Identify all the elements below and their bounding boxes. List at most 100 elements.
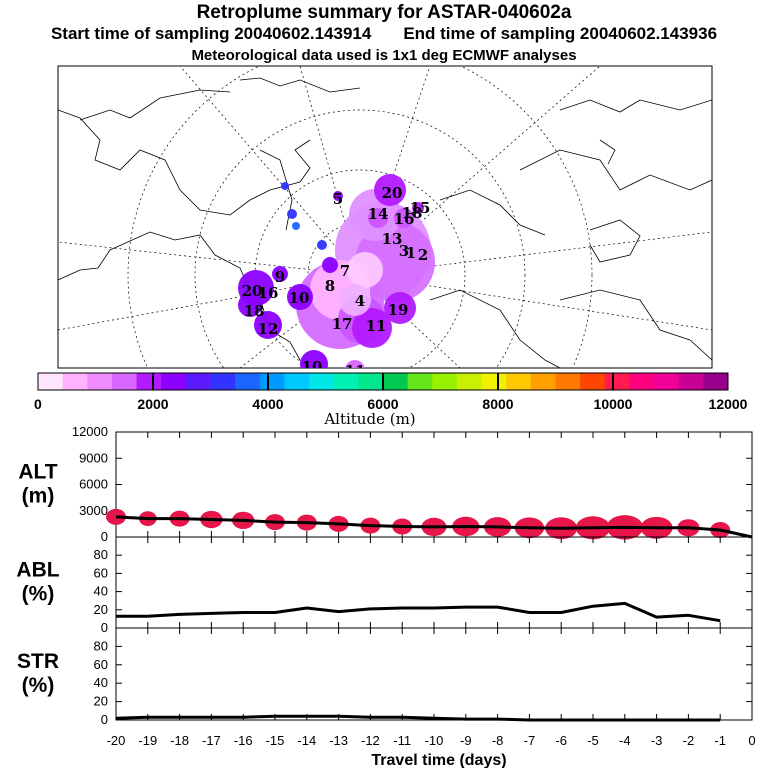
- colorbar-tick-label: 0: [34, 396, 42, 412]
- plume-circle: [384, 292, 416, 324]
- panel-frame: [115, 627, 753, 721]
- colorbar-tick-label: 6000: [367, 396, 398, 412]
- colorbar-tick-label: 12000: [709, 396, 748, 412]
- x-tick-label: -19: [138, 733, 157, 748]
- coastlines: [58, 77, 712, 368]
- y-tick-label: 0: [101, 620, 108, 635]
- x-tick-label: -12: [361, 733, 380, 748]
- x-axis-label: Travel time (days): [371, 752, 506, 768]
- x-tick-label: -11: [393, 733, 411, 748]
- colorbar-cell: [629, 373, 655, 390]
- colorbar-cell: [383, 373, 409, 390]
- plume-circle: [322, 257, 338, 273]
- x-tick-label: -10: [425, 733, 444, 748]
- x-tick-label: -1: [714, 733, 726, 748]
- y-tick-label: 20: [94, 694, 108, 709]
- colorbar-cell: [456, 373, 483, 390]
- plume-circle: [287, 209, 297, 219]
- colorbar-cell: [358, 373, 384, 390]
- y-tick-label: 40: [94, 584, 108, 599]
- sampling-times: Start time of sampling 20040602.143914 En…: [0, 24, 768, 44]
- plume-day-label: 2: [418, 246, 428, 264]
- x-tick-label: -18: [170, 733, 189, 748]
- plume-circle: [345, 360, 365, 368]
- colorbar-cell: [185, 373, 211, 390]
- panel-unit: (%): [22, 674, 55, 697]
- colorbar-cell: [407, 373, 433, 390]
- plume-circle: [374, 174, 406, 206]
- plume-circle: [300, 350, 328, 368]
- colorbar-cell: [333, 373, 359, 390]
- y-tick-label: 6000: [79, 477, 108, 492]
- x-tick-label: -14: [297, 733, 316, 748]
- panel-label: ABL: [16, 559, 59, 582]
- y-tick-label: 0: [101, 529, 108, 544]
- plume-day-label: 7: [340, 262, 350, 280]
- plume-circle: [339, 284, 371, 316]
- plume-circle: [238, 293, 262, 317]
- panel-unit: (%): [22, 583, 55, 606]
- x-tick-label: -13: [329, 733, 348, 748]
- colorbar-cell: [506, 373, 532, 390]
- plume-day-label: 3: [399, 242, 409, 260]
- plume-circle: [347, 252, 383, 288]
- panel-alt: 0 3000 6000 9000 12000 ALT(m): [18, 424, 753, 544]
- panel-abl: 0 20 40 60 80 ABL(%): [16, 536, 753, 635]
- x-tick-label: 0: [748, 733, 755, 748]
- plume-circle: [281, 182, 289, 190]
- plume-day-label: 10: [302, 358, 323, 376]
- colorbar-cell: [161, 373, 187, 390]
- plume-circle: [333, 191, 343, 201]
- plume-circle: [292, 222, 300, 230]
- x-tick-label: -7: [524, 733, 536, 748]
- colorbar-cell: [87, 373, 113, 390]
- colorbar-cell: [111, 373, 138, 390]
- colorbar-cell: [309, 373, 335, 390]
- plume-day-label: 12: [258, 320, 279, 338]
- colorbar-cell: [136, 373, 162, 390]
- end-time-label: End time of sampling 20040602.143936: [403, 24, 718, 43]
- plume-circle: [272, 266, 288, 282]
- plume-day-label: 17: [332, 315, 353, 333]
- x-tick-label: -16: [234, 733, 253, 748]
- plume-day-label: 8: [325, 277, 335, 295]
- plume-day-label: 11: [366, 317, 387, 335]
- y-tick-label: 9000: [79, 450, 108, 465]
- colorbar-cell: [259, 373, 285, 390]
- x-tick-label: -4: [619, 733, 631, 748]
- colorbar-cell: [678, 373, 704, 390]
- colorbar-cell: [703, 373, 729, 390]
- colorbar-cell: [38, 373, 64, 390]
- y-tick-label: 80: [94, 638, 108, 653]
- panel-label: ALT: [18, 461, 57, 484]
- plume-day-label: 18: [244, 302, 265, 320]
- plume-day-label: 19: [388, 301, 409, 319]
- plume-day-label: 20: [242, 282, 263, 300]
- y-tick-label: 80: [94, 547, 108, 562]
- colorbar-cell: [210, 373, 236, 390]
- plume-circle: [352, 308, 392, 348]
- colorbar-label: Altitude (m): [323, 410, 415, 428]
- colorbar-tick-label: 2000: [137, 396, 168, 412]
- y-tick-label: 20: [94, 602, 108, 617]
- y-tick-label: 0: [101, 712, 108, 727]
- panel-label: STR: [17, 650, 59, 673]
- colorbar-cell: [604, 373, 630, 390]
- plume-circle: [287, 284, 313, 310]
- y-tick-label: 12000: [72, 424, 108, 439]
- plume-day-label: 1: [406, 244, 416, 262]
- colorbar-cell: [555, 373, 581, 390]
- plume-day-label: 11: [345, 362, 366, 380]
- y-tick-label: 60: [94, 565, 108, 580]
- y-tick-label: 60: [94, 657, 108, 672]
- plume-day-label: 16: [258, 284, 279, 302]
- start-time-label: Start time of sampling 20040602.143914: [50, 24, 372, 43]
- x-tick-label: -9: [460, 733, 472, 748]
- plume-circles: [238, 174, 435, 368]
- series-line: [116, 601, 721, 623]
- plume-circle: [368, 208, 388, 228]
